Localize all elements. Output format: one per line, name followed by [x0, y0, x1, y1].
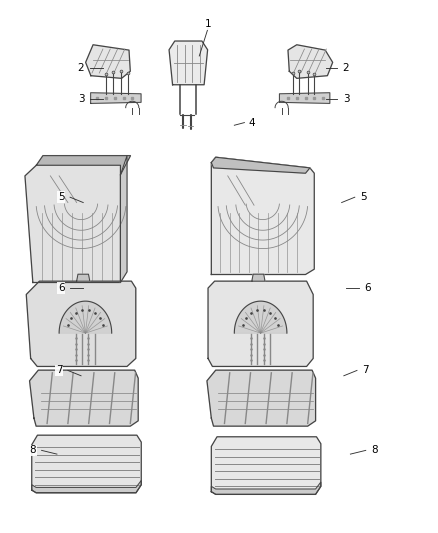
Polygon shape	[207, 370, 315, 426]
Polygon shape	[211, 482, 321, 495]
Polygon shape	[234, 301, 287, 333]
Polygon shape	[279, 93, 330, 103]
Polygon shape	[211, 437, 321, 495]
Polygon shape	[252, 274, 265, 281]
Text: 5: 5	[360, 192, 367, 202]
Polygon shape	[120, 156, 127, 282]
Polygon shape	[208, 281, 313, 367]
Text: 3: 3	[78, 94, 85, 103]
Polygon shape	[32, 435, 141, 492]
Polygon shape	[85, 45, 131, 78]
Polygon shape	[59, 301, 112, 333]
Polygon shape	[77, 274, 90, 281]
Polygon shape	[211, 157, 310, 173]
Text: 8: 8	[371, 446, 378, 455]
Text: 2: 2	[343, 63, 350, 73]
Polygon shape	[30, 370, 138, 426]
Text: 2: 2	[78, 63, 85, 73]
Polygon shape	[32, 481, 141, 492]
Polygon shape	[25, 165, 124, 282]
Text: 4: 4	[248, 118, 255, 127]
Text: 6: 6	[364, 283, 371, 293]
Polygon shape	[26, 281, 136, 367]
Text: 7: 7	[56, 366, 63, 375]
Text: 7: 7	[362, 366, 369, 375]
Text: 3: 3	[343, 94, 350, 103]
Text: 1: 1	[205, 19, 212, 29]
Text: 5: 5	[58, 192, 65, 202]
Polygon shape	[36, 156, 131, 175]
Text: 8: 8	[29, 446, 36, 455]
Polygon shape	[91, 93, 141, 103]
Polygon shape	[288, 45, 333, 78]
Polygon shape	[211, 157, 314, 274]
Text: 6: 6	[58, 283, 65, 293]
Polygon shape	[169, 41, 208, 85]
